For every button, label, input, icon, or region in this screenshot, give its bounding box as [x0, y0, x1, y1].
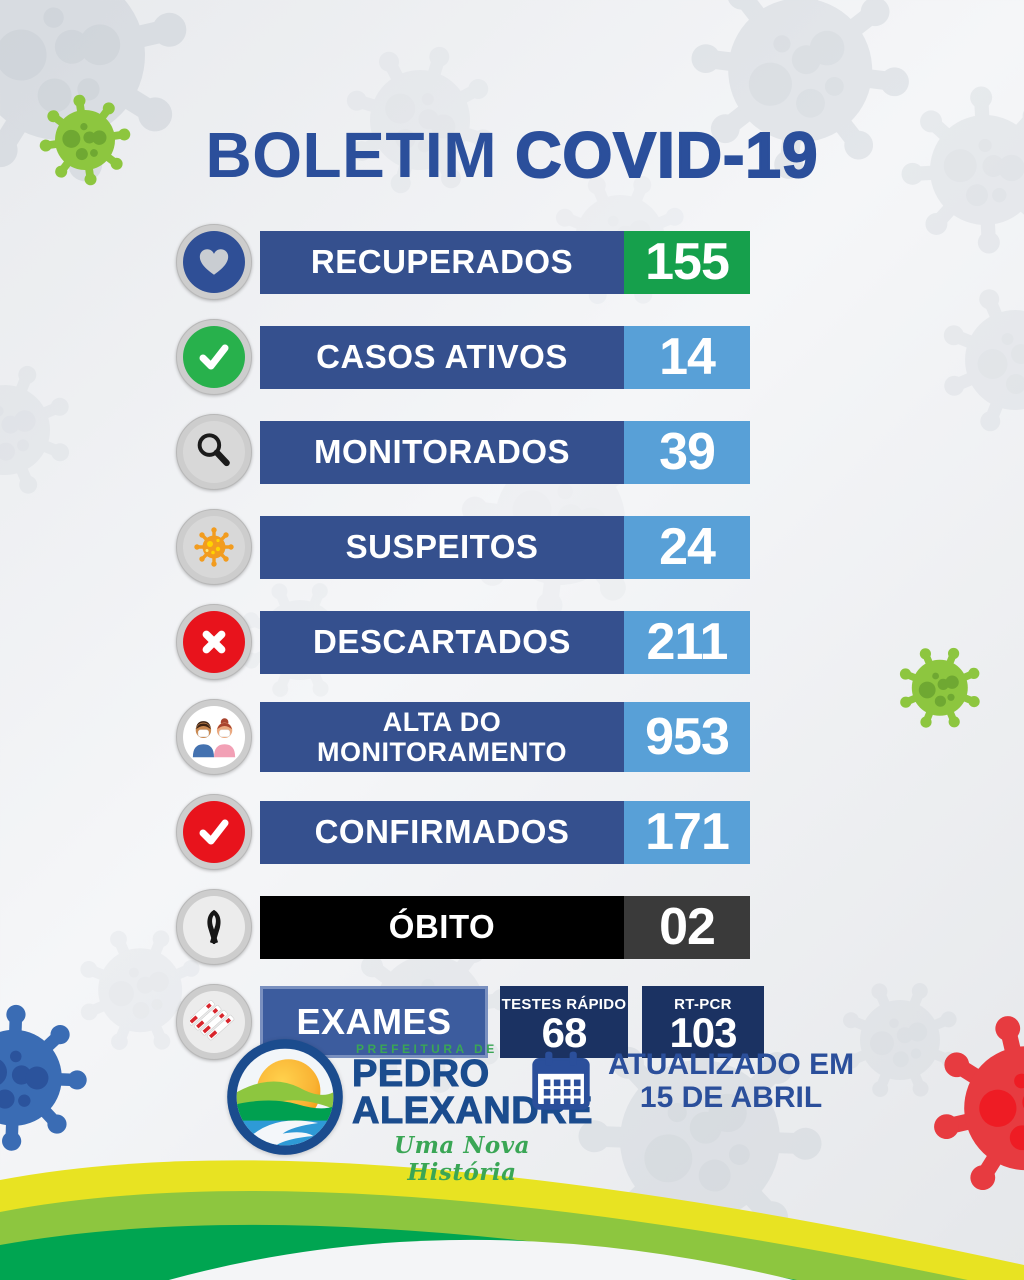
exams-label: EXAMES	[260, 986, 488, 1058]
logo-tagline: Uma Nova História	[394, 1132, 530, 1187]
stat-value: 171	[624, 800, 750, 864]
mourning-ribbon-icon	[176, 889, 252, 965]
stat-row-obito: ÓBITO 02	[176, 889, 764, 965]
stat-row-casos-ativos: CASOS ATIVOS 14	[176, 319, 764, 395]
stat-value: 14	[624, 325, 750, 389]
logo-pedro: PEDRO	[352, 1053, 490, 1095]
bottom-wave-decoration	[0, 1160, 1024, 1280]
stat-value: 155	[624, 230, 750, 294]
updated-block: ATUALIZADO EM 15 DE ABRIL	[528, 1048, 854, 1114]
magnifier-icon	[176, 414, 252, 490]
stat-row-descartados: DESCARTADOS 211	[176, 604, 764, 680]
stat-row-suspeitos: SUSPEITOS 24	[176, 509, 764, 585]
stat-label: DESCARTADOS	[260, 610, 624, 674]
updated-line2: 15 DE ABRIL	[639, 1081, 823, 1114]
stats-board: RECUPERADOS 155 CASOS ATIVOS 14	[176, 224, 764, 1060]
exam-name: RT-PCR	[674, 995, 732, 1013]
title-word-covid19: COVID-19	[514, 118, 819, 192]
calendar-icon	[532, 1051, 590, 1110]
stat-label: RECUPERADOS	[260, 230, 624, 294]
stat-label: SUSPEITOS	[260, 515, 624, 579]
exam-value: 68	[541, 1008, 588, 1056]
exam-box-testes-rapido: TESTES RÁPIDO 68	[500, 986, 628, 1058]
masked-people-icon	[176, 699, 252, 775]
stat-row-exames: EXAMES TESTES RÁPIDO 68 RT-PCR 103	[176, 984, 764, 1060]
stat-label: CONFIRMADOS	[260, 800, 624, 864]
check-red-icon	[176, 794, 252, 870]
page-title: BOLETIM COVID-19	[0, 118, 1024, 192]
updated-line1: ATUALIZADO EM	[608, 1048, 855, 1081]
stat-value: 953	[624, 702, 750, 772]
stat-label: MONITORADOS	[260, 420, 624, 484]
stat-value: 211	[624, 610, 750, 674]
stat-value: 24	[624, 515, 750, 579]
stat-label: ÓBITO	[260, 895, 624, 959]
virus-orange-icon	[176, 509, 252, 585]
exam-name: TESTES RÁPIDO	[501, 995, 627, 1013]
stat-row-recuperados: RECUPERADOS 155	[176, 224, 764, 300]
stat-label: CASOS ATIVOS	[260, 325, 624, 389]
updated-text: ATUALIZADO EM 15 DE ABRIL	[608, 1048, 854, 1114]
logo-prefeitura-de: PREFEITURA DE	[356, 1042, 498, 1056]
test-strips-icon	[176, 984, 252, 1060]
x-red-icon	[176, 604, 252, 680]
stat-value: 02	[624, 895, 750, 959]
exam-box-rt-pcr: RT-PCR 103	[642, 986, 764, 1058]
title-word-boletim: BOLETIM	[205, 119, 497, 191]
check-green-icon	[176, 319, 252, 395]
stat-row-alta-monitoramento: ALTA DO MONITORAMENTO 953	[176, 699, 764, 775]
footer: PREFEITURA DE PEDRO ALEXANDRE Uma Nova H…	[0, 1036, 1024, 1186]
heart-icon	[176, 224, 252, 300]
stat-row-confirmados: CONFIRMADOS 171	[176, 794, 764, 870]
stat-value: 39	[624, 420, 750, 484]
stat-row-monitorados: MONITORADOS 39	[176, 414, 764, 490]
prefeitura-logo: PREFEITURA DE PEDRO ALEXANDRE Uma Nova H…	[226, 1038, 593, 1186]
exam-value: 103	[669, 1008, 737, 1056]
logo-text: PREFEITURA DE PEDRO ALEXANDRE Uma Nova H…	[352, 1038, 593, 1186]
logo-emblem-icon	[227, 1039, 343, 1155]
stat-label: ALTA DO MONITORAMENTO	[260, 702, 624, 772]
